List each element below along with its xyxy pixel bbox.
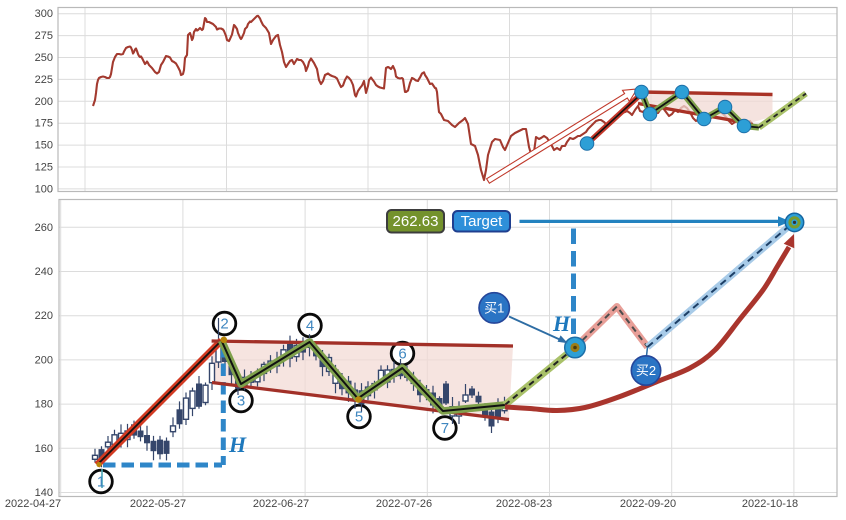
svg-text:100: 100	[35, 183, 53, 195]
svg-text:2022-05-27: 2022-05-27	[130, 498, 186, 510]
svg-text:140: 140	[35, 487, 53, 499]
svg-text:175: 175	[35, 118, 53, 130]
svg-text:4: 4	[306, 318, 314, 335]
svg-text:200: 200	[35, 354, 53, 366]
svg-text:2022-06-27: 2022-06-27	[253, 498, 309, 510]
svg-text:3: 3	[237, 393, 245, 410]
svg-text:260: 260	[35, 222, 53, 234]
svg-text:2022-04-27: 2022-04-27	[5, 498, 61, 510]
svg-text:220: 220	[35, 310, 53, 322]
svg-text:H: H	[228, 432, 247, 457]
svg-text:160: 160	[35, 443, 53, 455]
svg-text:Target: Target	[461, 213, 504, 230]
svg-text:2022-10-18: 2022-10-18	[742, 498, 798, 510]
svg-text:2: 2	[220, 316, 228, 333]
svg-text:1: 1	[97, 474, 105, 491]
svg-text:240: 240	[35, 266, 53, 278]
svg-text:225: 225	[35, 74, 53, 86]
svg-text:2022-09-20: 2022-09-20	[620, 498, 676, 510]
svg-text:300: 300	[35, 8, 53, 20]
svg-text:262.63: 262.63	[393, 213, 439, 230]
svg-text:5: 5	[355, 409, 363, 426]
svg-text:买2: 买2	[636, 363, 656, 378]
svg-text:125: 125	[35, 162, 53, 174]
svg-text:275: 275	[35, 30, 53, 42]
svg-text:6: 6	[398, 346, 406, 363]
svg-text:250: 250	[35, 52, 53, 64]
svg-text:2022-07-26: 2022-07-26	[376, 498, 432, 510]
svg-text:7: 7	[441, 420, 449, 437]
svg-text:买1: 买1	[484, 300, 504, 315]
svg-text:200: 200	[35, 96, 53, 108]
svg-text:H: H	[552, 311, 571, 336]
svg-text:150: 150	[35, 140, 53, 152]
svg-text:2022-08-23: 2022-08-23	[496, 498, 552, 510]
svg-text:180: 180	[35, 399, 53, 411]
